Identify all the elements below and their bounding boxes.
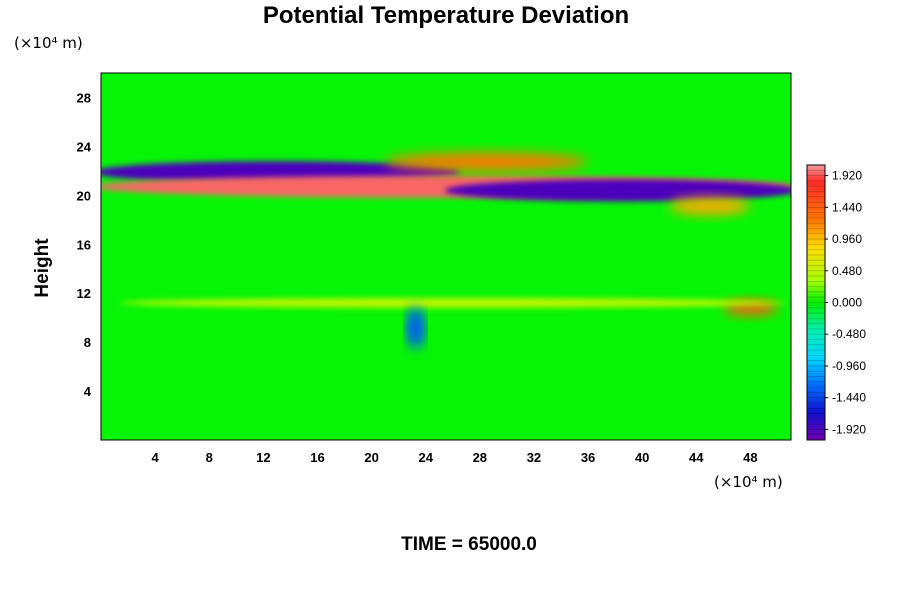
x-tick-label: 40 [635, 450, 649, 465]
heatmap-feature-positive-band [120, 298, 786, 308]
y-tick-label: 28 [77, 90, 91, 105]
colorbar-label: -0.480 [832, 327, 866, 341]
y-tick-label: 20 [77, 188, 91, 203]
heatmap-feature-negative-patch [405, 307, 426, 349]
y-unit-label: (×10⁴ m) [14, 34, 83, 52]
x-tick-label: 36 [581, 450, 595, 465]
heatmap-feature-negative-band [444, 179, 791, 202]
x-tick-label: 24 [418, 450, 433, 465]
x-tick-label: 32 [527, 450, 541, 465]
colorbar-fill [807, 165, 825, 440]
heatmap-features [101, 152, 791, 349]
colorbar-label: 1.440 [832, 200, 862, 214]
heatmap-area [101, 73, 791, 440]
x-tick-label: 12 [256, 450, 270, 465]
colorbar-labels: 1.920 1.440 0.960 0.480 0.000 -0.480 -0.960 -1.… [825, 169, 866, 436]
x-unit-label: (×10⁴ m) [714, 473, 783, 491]
colorbar-label: 1.920 [832, 169, 862, 183]
colorbar-levels [807, 169, 825, 436]
y-tick-labels: 4 8 12 16 20 24 28 [77, 90, 92, 399]
x-tick-label: 16 [310, 450, 324, 465]
x-tick-label: 44 [689, 450, 704, 465]
plot-frame [100, 72, 792, 441]
x-tick-label: 48 [743, 450, 757, 465]
heatmap-feature-positive-patch [385, 152, 589, 171]
heatmap-background [101, 73, 791, 440]
y-axis-label: Height [32, 238, 53, 298]
colorbar-label: -1.920 [832, 422, 866, 436]
colorbar-label: 0.000 [832, 296, 862, 310]
y-tick-label: 4 [84, 384, 92, 399]
colorbar-label: -0.960 [832, 359, 866, 373]
x-tick-label: 4 [152, 450, 160, 465]
colorbar-label: -1.440 [832, 391, 866, 405]
colorbar-label: 0.960 [832, 232, 862, 246]
heatmap-feature-positive-patch [669, 197, 751, 215]
x-tick-label: 8 [206, 450, 213, 465]
y-tick-label: 8 [84, 335, 91, 350]
x-tick-label: 20 [364, 450, 378, 465]
y-tick-label: 16 [77, 237, 91, 252]
colorbar: 1.920 1.440 0.960 0.480 0.000 -0.480 -0.960 -1.… [806, 164, 866, 441]
y-tick-label: 24 [77, 139, 92, 154]
x-tick-label: 28 [473, 450, 487, 465]
x-tick-labels: 4 8 12 16 20 24 28 32 36 40 44 48 [152, 450, 758, 465]
y-tick-label: 12 [77, 286, 91, 301]
colorbar-label: 0.480 [832, 264, 862, 278]
time-label: TIME = 65000.0 [401, 534, 537, 555]
chart-title: Potential Temperature Deviation [263, 2, 629, 29]
